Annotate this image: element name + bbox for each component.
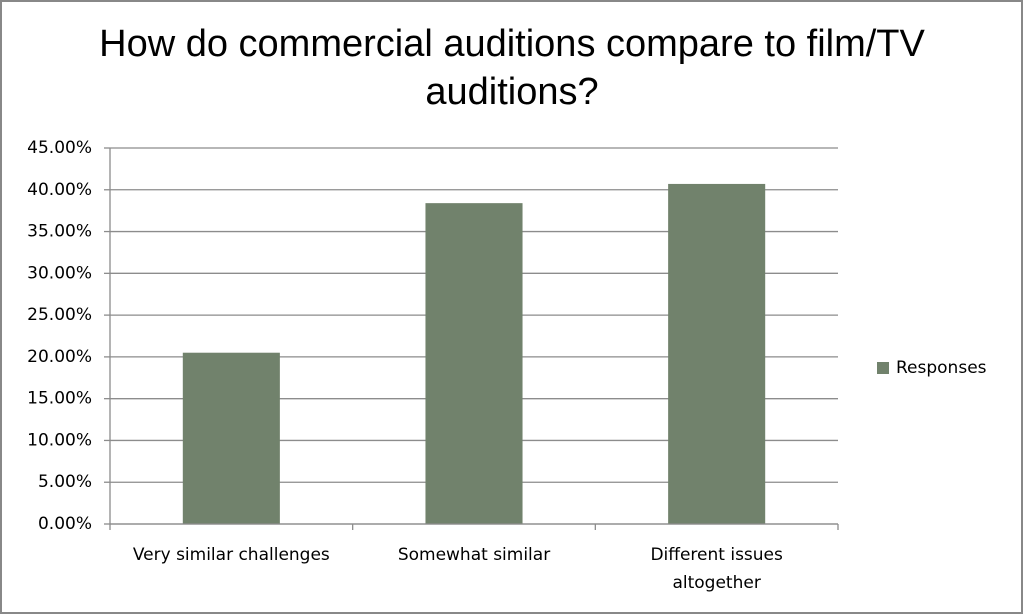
y-tick-label: 25.00%: [27, 305, 92, 325]
y-tick-label: 35.00%: [27, 222, 92, 242]
bar: [182, 352, 280, 524]
x-tick-label: Somewhat similar: [397, 545, 551, 565]
y-tick-label: 0.00%: [38, 514, 92, 534]
legend-label: Responses: [896, 358, 987, 378]
legend-swatch: [877, 362, 889, 374]
y-tick-label: 30.00%: [27, 263, 92, 283]
y-tick-label: 20.00%: [27, 347, 92, 367]
y-tick-label: 45.00%: [27, 138, 92, 158]
y-tick-label: 5.00%: [38, 472, 92, 492]
bar: [668, 183, 766, 524]
chart-title: How do commercial auditions compare to f…: [99, 23, 925, 113]
y-tick-label: 10.00%: [27, 430, 92, 450]
y-tick-label: 15.00%: [27, 389, 92, 409]
x-tick-label: Different issues altogether: [650, 545, 783, 593]
bar: [425, 203, 523, 524]
x-tick-label: Very similar challenges: [132, 545, 330, 565]
y-tick-label: 40.00%: [27, 180, 92, 200]
